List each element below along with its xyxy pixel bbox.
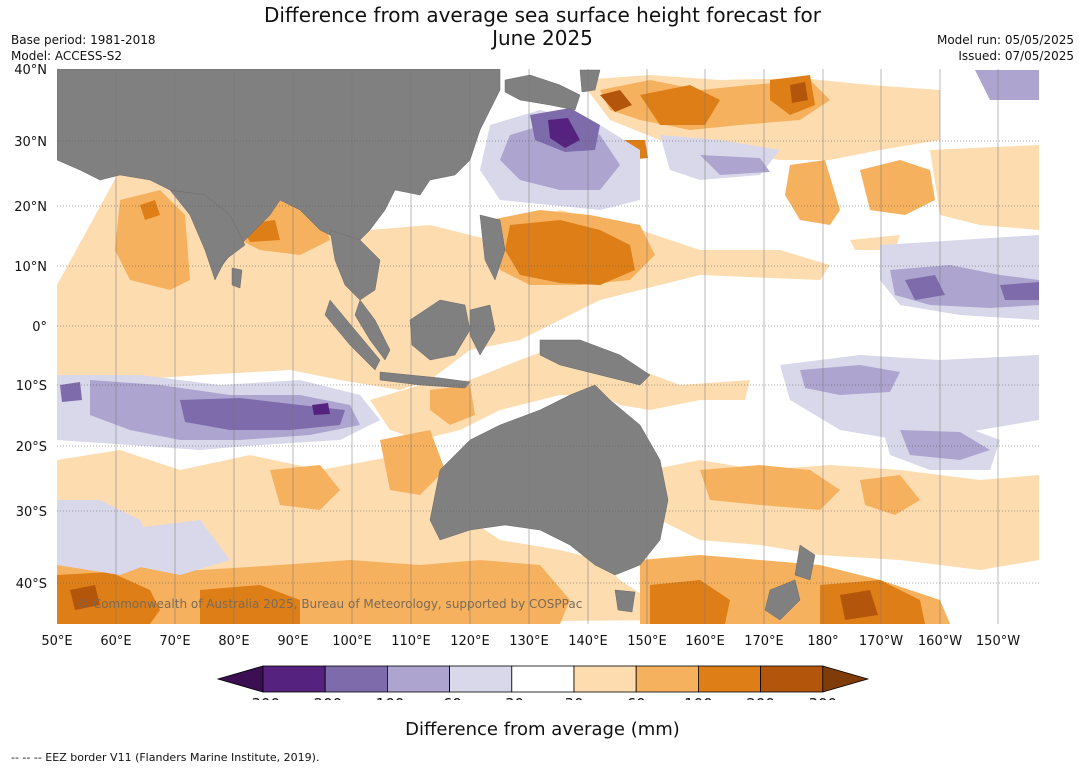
lon-label: 100°E <box>332 634 372 649</box>
model-label: Model: ACCESS-S2 <box>11 49 123 63</box>
lon-label: 150°E <box>627 634 667 649</box>
colorbar-tick-label: -60 <box>437 695 462 700</box>
colorbar-segment <box>449 665 513 693</box>
colorbar-segment <box>511 665 575 693</box>
eez-border-footnote: -- -- -- EEZ border V11 (Flanders Marine… <box>11 751 320 764</box>
lon-label: 120°E <box>450 634 490 649</box>
base-period-label: Base period: 1981-2018 <box>11 33 156 47</box>
lon-label: 140°E <box>568 634 608 649</box>
anomaly-minus-200-300-regions <box>312 118 580 415</box>
lat-label: 10°N <box>14 260 47 275</box>
lat-label: 20°N <box>14 200 47 215</box>
lon-label: 160°E <box>685 634 725 649</box>
land-masses <box>57 69 816 621</box>
lon-label: 60°E <box>100 634 131 649</box>
lon-label: 160°W <box>918 634 962 649</box>
colorbar-segment <box>573 665 637 693</box>
colorbar-tick-label: 100 <box>684 695 713 700</box>
colorbar-segment <box>760 665 824 693</box>
model-run-label: Model run: 05/05/2025 <box>936 33 1074 47</box>
copyright-notice: © Commonwealth of Australia 2025, Bureau… <box>77 597 583 611</box>
longitude-lines <box>115 69 999 624</box>
lon-label: 130°E <box>509 634 549 649</box>
colorbar-tick-label: -300 <box>246 695 280 700</box>
lat-label: 30°S <box>16 505 47 520</box>
lon-label: 170°W <box>859 634 903 649</box>
colorbar-tick-label: 300 <box>808 695 837 700</box>
title-line-2: June 2025 <box>492 26 593 50</box>
lat-label: 30°N <box>14 135 47 150</box>
anomaly-200-300-regions <box>70 82 878 620</box>
lon-label: 70°E <box>159 634 190 649</box>
colorbar-title: Difference from average (mm) <box>405 719 680 740</box>
lon-label: 50°E <box>41 634 72 649</box>
lon-label: 180° <box>807 634 838 649</box>
colorbar-segment <box>698 665 762 693</box>
chart-title: Difference from average sea surface heig… <box>0 4 1085 50</box>
lon-label: 90°E <box>277 634 308 649</box>
colorbar-extend-low <box>216 665 264 693</box>
metadata-right: Model run: 05/05/2025 Issued: 07/05/2025 <box>937 32 1074 64</box>
colorbar-tick-label: -100 <box>370 695 404 700</box>
lon-label: 170°E <box>744 634 784 649</box>
colorbar-tick-label: 200 <box>746 695 775 700</box>
lon-label: 80°E <box>218 634 249 649</box>
colorbar-tick-label: -200 <box>308 695 342 700</box>
lat-label: 40°N <box>14 63 47 78</box>
lon-label: 110°E <box>391 634 431 649</box>
colorbar-segment <box>262 665 326 693</box>
colorbar-extend-high <box>822 665 870 693</box>
map-field <box>57 69 1039 624</box>
longitude-labels: 50°E 60°E 70°E 80°E 90°E 100°E 110°E 120… <box>41 634 1020 649</box>
latitude-labels: 40°N 30°N 20°N 10°N 0° 10°S 20°S 30°S 40… <box>14 63 47 592</box>
issued-label: Issued: 07/05/2025 <box>958 49 1074 63</box>
lat-label: 10°S <box>16 379 47 394</box>
metadata-left: Base period: 1981-2018 Model: ACCESS-S2 <box>11 32 156 64</box>
colorbar: -300 -200 -100 -60 -30 30 60 100 200 300 <box>216 665 870 700</box>
lat-label: 0° <box>32 320 47 335</box>
lat-label: 40°S <box>16 577 47 592</box>
title-line-1: Difference from average sea surface heig… <box>263 3 822 27</box>
colorbar-tick-label: -30 <box>500 695 525 700</box>
lon-label: 150°W <box>976 634 1020 649</box>
colorbar-segment <box>635 665 699 693</box>
colorbar-segment <box>324 665 388 693</box>
colorbar-tick-label: 60 <box>627 695 646 700</box>
colorbar-tick-label: 30 <box>564 695 583 700</box>
sea-surface-height-map: 40°N 30°N 20°N 10°N 0° 10°S 20°S 30°S 40… <box>14 63 1039 700</box>
lat-label: 20°S <box>16 440 47 455</box>
colorbar-segment <box>386 665 450 693</box>
